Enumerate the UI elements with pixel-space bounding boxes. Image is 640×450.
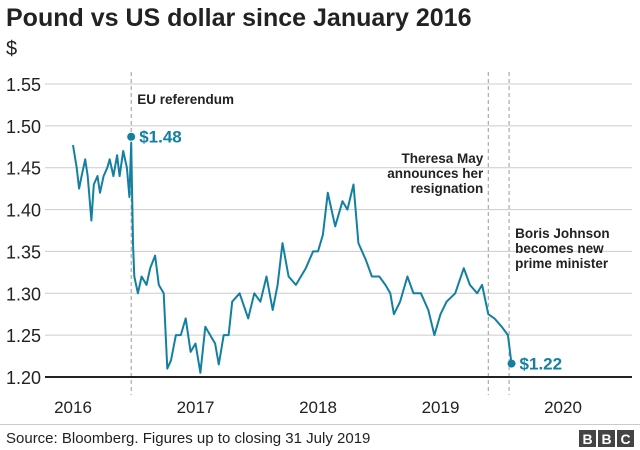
annotation-text: EU referendum <box>137 92 234 107</box>
annotation-text: announces her <box>387 166 484 181</box>
annotation-text: prime minister <box>515 256 609 271</box>
x-tick-label: 2016 <box>54 398 92 417</box>
y-tick-label: 1.30 <box>6 284 41 304</box>
bbc-logo: B B C <box>579 430 634 447</box>
x-tick-label: 2018 <box>299 398 337 417</box>
bbc-logo-letter: B <box>579 430 596 447</box>
highlight-point <box>507 359 516 368</box>
y-tick-label: 1.55 <box>6 75 41 95</box>
bbc-logo-letter: B <box>598 430 615 447</box>
point-value-label: $1.22 <box>520 355 563 374</box>
series-line-gbp-usd <box>72 141 513 374</box>
y-tick-label: 1.40 <box>6 201 41 221</box>
annotation-text: Boris Johnson <box>515 226 610 241</box>
annotation-text: Theresa May <box>401 151 483 166</box>
annotation-text: resignation <box>411 181 484 196</box>
y-tick-label: 1.35 <box>6 242 41 262</box>
annotation-text: becomes new <box>515 241 604 256</box>
highlight-point <box>127 132 136 141</box>
bbc-logo-letter: C <box>617 430 634 447</box>
y-tick-label: 1.45 <box>6 159 41 179</box>
y-axis-label: $ <box>6 38 18 60</box>
line-chart: 1.55 1.50 1.45 1.40 1.35 1.30 1.25 1.20 2016 2017… <box>6 72 632 417</box>
chart-title: Pound vs US dollar since January 2016 <box>6 4 472 32</box>
footer-divider <box>0 424 640 425</box>
y-tick-label: 1.50 <box>6 117 41 137</box>
source-note: Source: Bloomberg. Figures up to closing… <box>6 430 371 447</box>
y-tick-label: 1.20 <box>6 368 41 388</box>
x-tick-label: 2020 <box>544 398 582 417</box>
x-tick-label: 2019 <box>422 398 460 417</box>
y-tick-label: 1.25 <box>6 326 41 346</box>
x-tick-label: 2017 <box>177 398 215 417</box>
point-value-label: $1.48 <box>139 128 182 147</box>
